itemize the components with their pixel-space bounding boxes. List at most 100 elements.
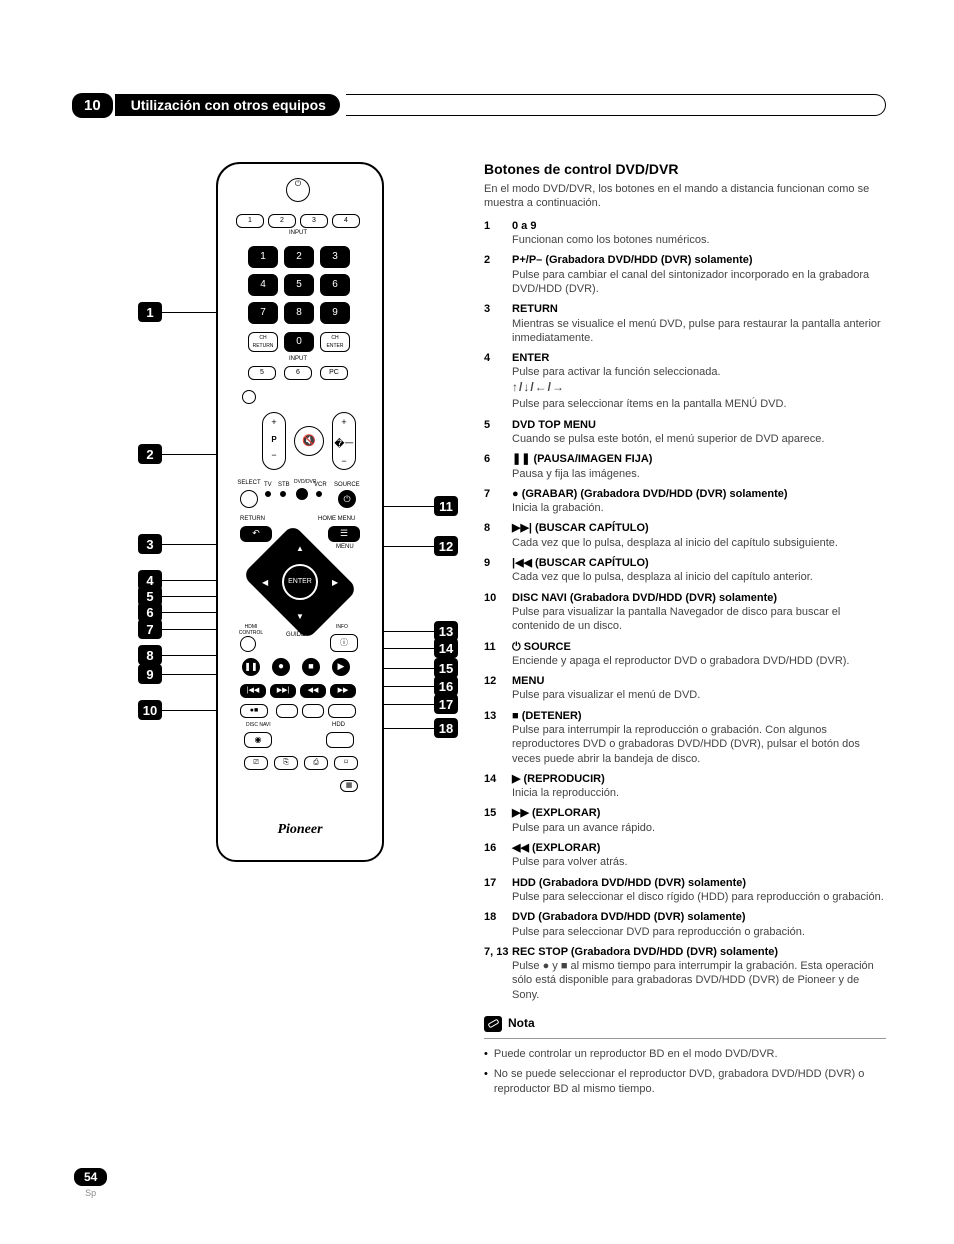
key-1: 1 [248, 246, 278, 268]
hdd-button [326, 732, 354, 748]
stop-icon: ■ [302, 658, 320, 676]
callout-line [162, 674, 224, 675]
list-item: 5DVD TOP MENUCuando se pulsa este botón,… [484, 418, 886, 447]
callout-line [376, 728, 434, 729]
key-5: 5 [284, 274, 314, 296]
item-desc: Inicia la grabación. [512, 501, 886, 515]
item-desc: Pulse para volver atrás. [512, 855, 886, 869]
input-label: INPUT [278, 230, 318, 236]
item-body: ▶▶| (BUSCAR CAPÍTULO)Cada vez que lo pul… [512, 521, 886, 550]
callout-line [162, 612, 224, 613]
item-title: HDD (Grabadora DVD/HDD (DVR) solamente) [512, 876, 886, 890]
item-desc: Pulse para un avance rápido. [512, 821, 886, 835]
list-item: 2P+/P– (Grabadora DVD/HDD (DVR) solament… [484, 253, 886, 296]
item-title: RETURN [512, 302, 886, 316]
item-title: ● (GRABAR) (Grabadora DVD/HDD (DVR) sola… [512, 487, 886, 501]
mute-button: 🔇 [294, 426, 324, 456]
item-desc: Funcionan como los botones numéricos. [512, 233, 886, 247]
bottom-3: ⎙ [304, 756, 328, 770]
key-6: 6 [320, 274, 350, 296]
tv-label: TV [264, 482, 272, 488]
item-number: 2 [484, 253, 512, 296]
callout-line [376, 506, 434, 507]
page-number: 54 [74, 1168, 107, 1186]
item-number: 15 [484, 806, 512, 835]
dot-stb [280, 491, 286, 497]
item-title: ▶ (REPRODUCIR) [512, 772, 886, 786]
next-icon: ▶▶| [270, 684, 296, 698]
item-body: RETURNMientras se visualice el menú DVD,… [512, 302, 886, 345]
callout-line [162, 544, 224, 545]
nota-box: Nota Puede controlar un reproductor BD e… [484, 1016, 886, 1096]
bottom-1: ⎚ [244, 756, 268, 770]
item-desc: Mientras se visualice el menú DVD, pulse… [512, 317, 886, 346]
hdmi-label: HDMI CONTROL [236, 624, 266, 636]
item-desc: Pulse para cambiar el canal del sintoniz… [512, 268, 886, 297]
dot-dvr [296, 488, 308, 500]
item-body: MENUPulse para visualizar el menú de DVD… [512, 674, 886, 703]
item-number: 12 [484, 674, 512, 703]
item-number: 9 [484, 556, 512, 585]
item-body: 0 a 9Funcionan como los botones numérico… [512, 219, 886, 248]
select-label: SELECT [236, 480, 262, 486]
nota-line [484, 1038, 886, 1039]
bottom-4: ⌑ [334, 756, 358, 770]
key-8: 8 [284, 302, 314, 324]
return-label: RETURN [240, 516, 265, 522]
dot-tv [265, 491, 271, 497]
chapter-number: 10 [72, 93, 113, 118]
item-number: 13 [484, 709, 512, 766]
power-button-icon: ⏻ [286, 178, 310, 202]
color-d [328, 704, 356, 718]
info-label: INFO [336, 624, 348, 630]
callout-17: 17 [434, 694, 458, 714]
ch-enter-button: CHENTER [320, 332, 350, 352]
brand-label: Pioneer [218, 822, 382, 838]
ch-return-button: CHRETURN [248, 332, 278, 352]
source-button: ⏻ [338, 490, 356, 508]
item-body: REC STOP (Grabadora DVD/HDD (DVR) solame… [512, 945, 886, 1002]
item-body: ❚❚ (PAUSA/IMAGEN FIJA)Pausa y fija las i… [512, 452, 886, 481]
stb-label: STB [278, 482, 290, 488]
item-body: ▶▶ (EXPLORAR)Pulse para un avance rápido… [512, 806, 886, 835]
vcr-label: VCR [314, 482, 327, 488]
key-2: 2 [284, 246, 314, 268]
callout-1: 1 [138, 302, 162, 322]
vol-rocker: + �ㅡ − [332, 412, 356, 470]
item-title: ❚❚ (PAUSA/IMAGEN FIJA) [512, 452, 886, 466]
callout-line [376, 546, 434, 547]
input-5: 5 [248, 366, 276, 380]
guide-label: GUIDE [286, 632, 305, 638]
item-title: ▶▶| (BUSCAR CAPÍTULO) [512, 521, 886, 535]
item-title: 0 a 9 [512, 219, 886, 233]
input-6: 6 [284, 366, 312, 380]
input-1: 1 [236, 214, 264, 228]
section-title: Utilización con otros equipos [115, 94, 340, 116]
item-desc: Cuando se pulsa este botón, el menú supe… [512, 432, 886, 446]
item-title: |◀◀ (BUSCAR CAPÍTULO) [512, 556, 886, 570]
page-footer: 54 Sp [74, 1168, 107, 1198]
small-round-1 [242, 390, 256, 404]
key-9: 9 [320, 302, 350, 324]
item-number: 18 [484, 910, 512, 939]
item-title: ■ (DETENER) [512, 709, 886, 723]
item-desc: Pulse ● y ■ al mismo tiempo para interru… [512, 959, 886, 1002]
remote-illustration: 12345678910 1112131415161718 ⏻ 1 2 3 4 I… [138, 162, 458, 862]
nota-list: Puede controlar un reproductor BD en el … [484, 1047, 886, 1096]
item-title: ◀◀ (EXPLORAR) [512, 841, 886, 855]
item-desc: Pulse para visualizar la pantalla Navega… [512, 605, 886, 634]
callout-7: 7 [138, 619, 162, 639]
source-label: SOURCE [334, 482, 360, 488]
item-title: ⏻ SOURCE [512, 640, 886, 654]
item-desc: Pulse para seleccionar DVD para reproduc… [512, 925, 886, 939]
prev-icon: |◀◀ [240, 684, 266, 698]
list-item: 7, 13REC STOP (Grabadora DVD/HDD (DVR) s… [484, 945, 886, 1002]
arrows-icon: ↑/↓/←/→ [512, 380, 886, 396]
list-item: 12MENUPulse para visualizar el menú de D… [484, 674, 886, 703]
enter-button: ENTER [282, 564, 318, 600]
callout-line [376, 631, 434, 632]
item-body: ◀◀ (EXPLORAR)Pulse para volver atrás. [512, 841, 886, 870]
select-dial [240, 490, 258, 508]
list-item: 17HDD (Grabadora DVD/HDD (DVR) solamente… [484, 876, 886, 905]
ffwd-icon: ▶▶ [330, 684, 356, 698]
